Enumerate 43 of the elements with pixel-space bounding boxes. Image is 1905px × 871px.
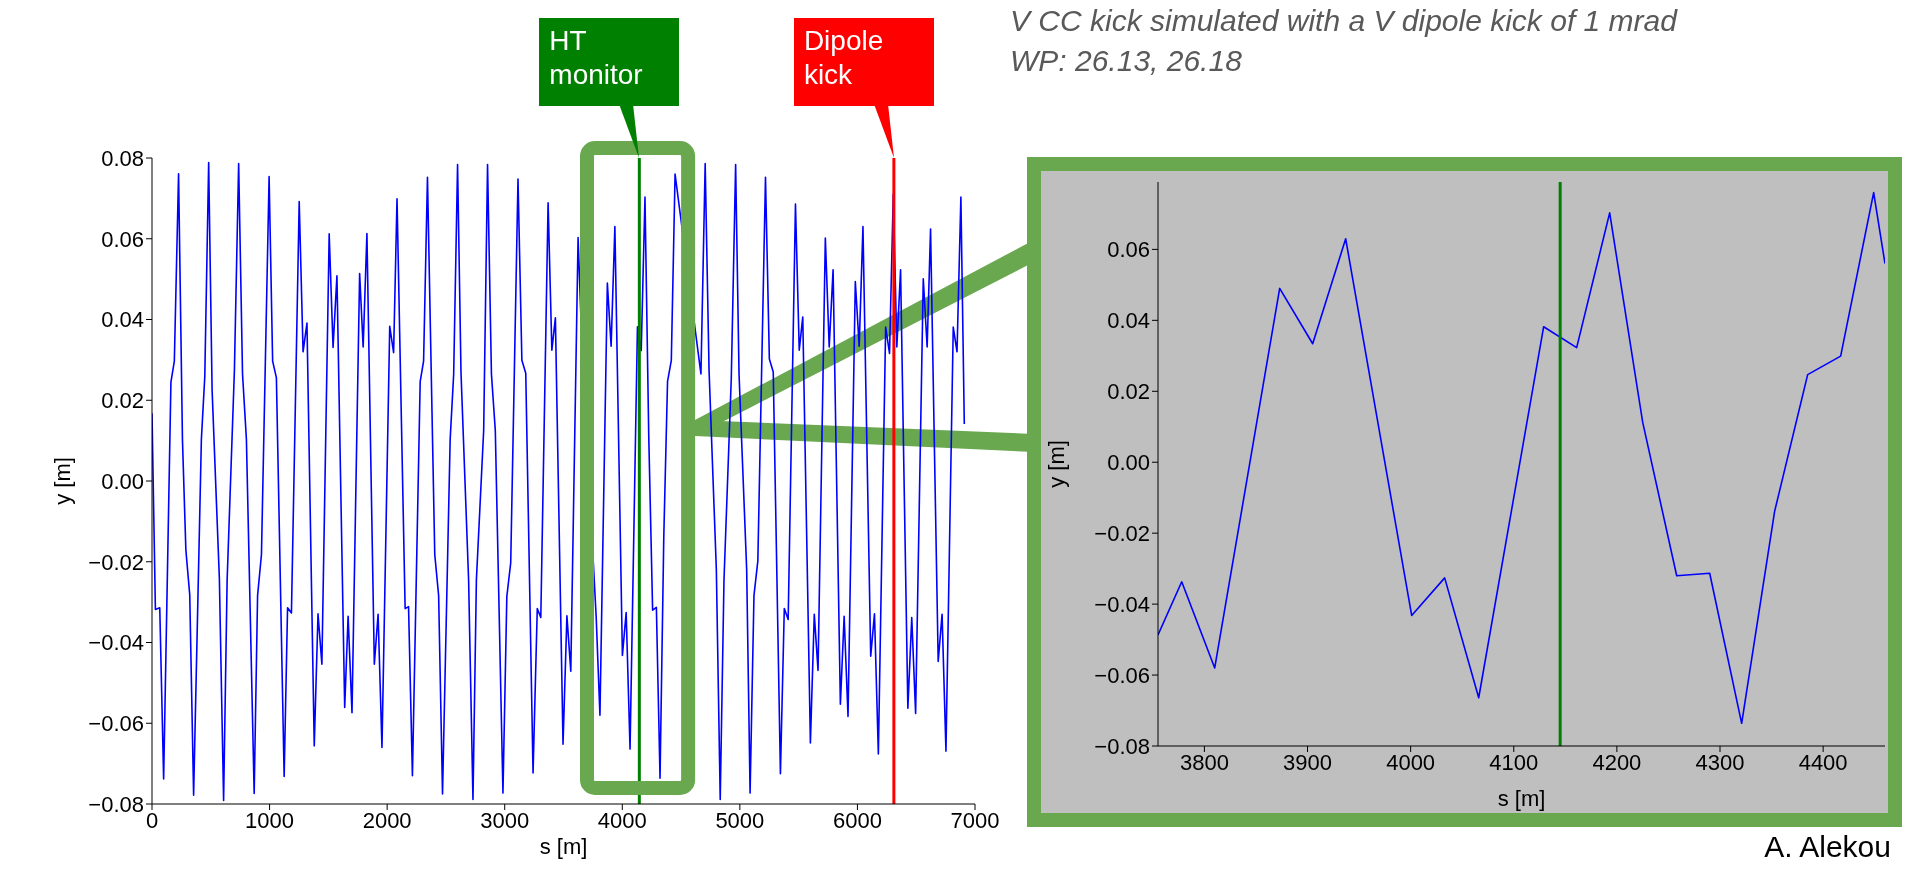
y-tick-label: −0.06 — [1094, 662, 1150, 688]
y-tick-label: −0.06 — [88, 711, 144, 737]
ref-line-label: HT monitor — [539, 18, 680, 106]
x-tick-label: 4100 — [1489, 749, 1539, 775]
line-series — [1158, 191, 1885, 725]
x-tick-label: 1000 — [245, 807, 295, 833]
x-tick-label: 3000 — [480, 807, 530, 833]
x-axis-title: s [m] — [1497, 786, 1546, 811]
x-tick-label: 2000 — [362, 807, 412, 833]
y-tick-label: −0.02 — [88, 549, 144, 575]
line-series — [152, 161, 966, 802]
y-axis-title: y [m] — [1044, 440, 1069, 488]
x-tick-label: 5000 — [715, 807, 765, 833]
text: V CC kick simulated with a V dipole kick of 1 mrad — [1010, 4, 1677, 38]
y-tick-label: −0.04 — [88, 630, 144, 656]
x-axis-title: s [m] — [539, 834, 588, 859]
ref-line-label: Dipole kick — [793, 18, 934, 106]
y-tick-label: 0.00 — [1107, 450, 1150, 476]
text: A. Alekou — [1764, 830, 1891, 864]
x-tick-label: 6000 — [832, 807, 882, 833]
x-tick-label: 4000 — [597, 807, 647, 833]
text: WP: 26.13, 26.18 — [1010, 44, 1242, 78]
y-tick-label: 0.04 — [1107, 308, 1150, 334]
x-tick-label: 0 — [145, 807, 159, 833]
y-tick-label: 0.08 — [101, 145, 144, 171]
x-tick-label: 3800 — [1179, 749, 1229, 775]
x-tick-label: 4000 — [1386, 749, 1436, 775]
y-tick-label: 0.00 — [101, 468, 144, 494]
y-tick-label: −0.08 — [1094, 733, 1150, 759]
y-tick-label: 0.02 — [101, 388, 144, 414]
x-tick-label: 4200 — [1592, 749, 1642, 775]
y-tick-label: 0.04 — [101, 307, 144, 333]
y-tick-label: 0.02 — [1107, 379, 1150, 405]
x-tick-label: 4300 — [1695, 749, 1745, 775]
y-tick-label: 0.06 — [1107, 237, 1150, 263]
y-tick-label: −0.02 — [1094, 520, 1150, 546]
y-axis-title: y [m] — [50, 457, 75, 505]
y-tick-label: −0.04 — [1094, 591, 1150, 617]
y-tick-label: 0.06 — [101, 226, 144, 252]
x-tick-label: 3900 — [1283, 749, 1332, 775]
y-tick-label: −0.08 — [88, 791, 144, 817]
x-tick-label: 4400 — [1798, 749, 1848, 775]
x-tick-label: 7000 — [950, 807, 1000, 833]
